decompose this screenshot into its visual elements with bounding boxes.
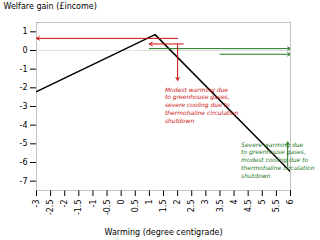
svg-text:-1.5: -1.5 <box>74 200 83 216</box>
svg-text:5: 5 <box>258 200 267 205</box>
svg-text:Warming (degree centigrade): Warming (degree centigrade) <box>105 228 223 237</box>
svg-text:1: 1 <box>145 200 154 205</box>
svg-text:-7: -7 <box>20 177 28 186</box>
svg-text:-0.5: -0.5 <box>103 200 112 216</box>
svg-text:5.5: 5.5 <box>272 200 281 213</box>
svg-text:4.5: 4.5 <box>244 200 253 213</box>
svg-text:-2: -2 <box>20 83 28 92</box>
svg-text:-4: -4 <box>20 121 28 130</box>
svg-text:0: 0 <box>117 200 126 205</box>
svg-text:2.5: 2.5 <box>187 200 196 213</box>
svg-text:-2: -2 <box>60 200 69 208</box>
svg-text:3.5: 3.5 <box>216 200 225 213</box>
svg-text:Modest warming dueto greenhous: Modest warming dueto greenhouse gases,se… <box>165 86 239 124</box>
svg-text:Severe warming dueto greenhous: Severe warming dueto greenhouse gases,mo… <box>241 141 315 179</box>
svg-text:-3: -3 <box>20 102 28 111</box>
svg-text:6: 6 <box>286 200 295 205</box>
svg-text:-2.5: -2.5 <box>46 200 55 216</box>
svg-text:2: 2 <box>173 200 182 205</box>
svg-text:1.5: 1.5 <box>159 200 168 213</box>
svg-text:-6: -6 <box>20 158 28 167</box>
svg-text:3: 3 <box>201 200 210 205</box>
svg-text:0: 0 <box>22 46 27 55</box>
svg-text:-1: -1 <box>20 65 28 74</box>
svg-text:1: 1 <box>22 27 27 36</box>
svg-text:0.5: 0.5 <box>131 200 140 213</box>
svg-text:-5: -5 <box>20 139 28 148</box>
svg-text:Welfare gain (£income): Welfare gain (£income) <box>4 2 97 11</box>
svg-text:-1: -1 <box>89 200 98 208</box>
svg-text:-3: -3 <box>32 200 41 208</box>
svg-text:4: 4 <box>230 200 239 205</box>
